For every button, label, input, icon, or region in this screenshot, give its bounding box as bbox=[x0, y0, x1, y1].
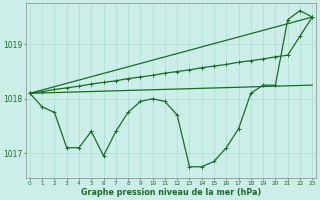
X-axis label: Graphe pression niveau de la mer (hPa): Graphe pression niveau de la mer (hPa) bbox=[81, 188, 261, 197]
